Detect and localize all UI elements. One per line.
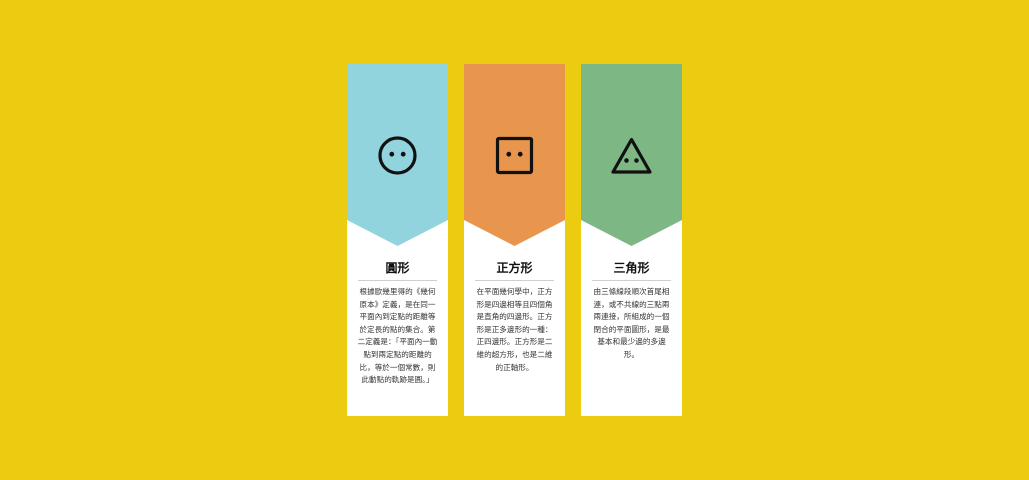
card-banner bbox=[464, 64, 565, 246]
card-square: 正方形 在平面幾何學中，正方形是四邊相等且四個角是直角的四邊形。正方形是正多邊形… bbox=[464, 64, 565, 416]
card-divider bbox=[475, 280, 554, 281]
card-title: 正方形 bbox=[496, 261, 533, 275]
card-description: 由三條線段順次首尾相連，或不共線的三點兩兩連接，所組成的一個閉合的平面圖形，是最… bbox=[593, 287, 670, 359]
card-triangle: 三角形 由三條線段順次首尾相連，或不共線的三點兩兩連接，所組成的一個閉合的平面圖… bbox=[581, 64, 682, 416]
card-description: 根據歐幾里得的《幾何原本》定義，是在同一平面內到定點的距離等於定長的點的集合。第… bbox=[357, 287, 438, 385]
card-title: 圓形 bbox=[385, 261, 410, 275]
card-banner bbox=[581, 64, 682, 246]
triangle-face-icon bbox=[611, 137, 652, 174]
card-circle: 圓形 根據歐幾里得的《幾何原本》定義，是在同一平面內到定點的距離等於定長的點的集… bbox=[347, 64, 448, 416]
card-banner bbox=[347, 64, 448, 246]
square-face-icon bbox=[495, 136, 534, 175]
card-description: 在平面幾何學中，正方形是四邊相等且四個角是直角的四邊形。正方形是正多邊形的一種：… bbox=[476, 287, 553, 372]
card-title: 三角形 bbox=[613, 261, 650, 275]
card-divider bbox=[592, 280, 671, 281]
card-divider bbox=[358, 280, 437, 281]
circle-face-icon bbox=[378, 136, 417, 175]
